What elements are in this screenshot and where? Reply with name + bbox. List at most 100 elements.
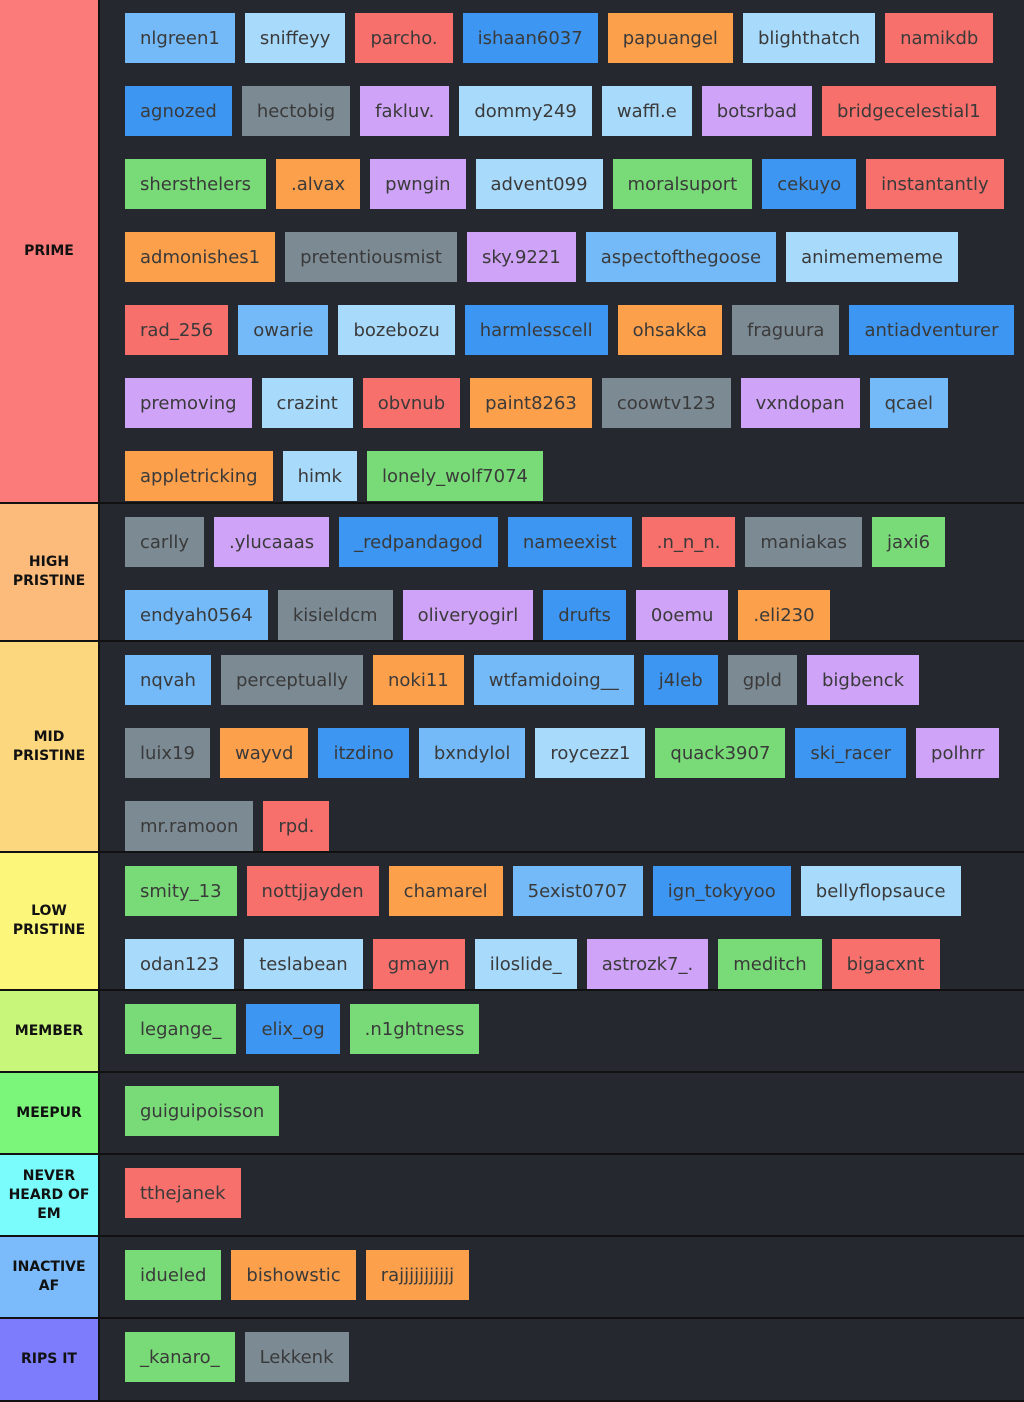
tier-item[interactable]: agnozed	[125, 86, 232, 136]
tier-item[interactable]: himk	[282, 451, 357, 501]
tier-item[interactable]: sniffeyy	[244, 13, 346, 63]
tier-item[interactable]: instantantly	[866, 159, 1004, 209]
tier-item[interactable]: nottjjayden	[246, 866, 379, 916]
tier-item[interactable]: .n_n_n.	[641, 517, 736, 567]
tier-item[interactable]: fraguura	[732, 305, 840, 355]
tier-item[interactable]: antiadventurer	[849, 305, 1014, 355]
tier-items-area[interactable]: nqvah perceptually noki11 wtfamidoing__ j4le…	[100, 642, 1024, 851]
tier-item[interactable]: .alvax	[276, 159, 361, 209]
tier-item[interactable]: ohsakka	[617, 305, 722, 355]
tier-item[interactable]: perceptually	[220, 655, 363, 705]
tier-item[interactable]: gpld	[727, 655, 797, 705]
tier-item[interactable]: aspectofthegoose	[585, 232, 777, 282]
tier-item[interactable]: bigbenck	[806, 655, 920, 705]
tier-items-area[interactable]: smity_13 nottjjayden chamarel 5exist0707 ign…	[100, 853, 1024, 989]
tier-label[interactable]: LOW PRISTINE	[0, 853, 100, 989]
tier-item[interactable]: bellyflopsauce	[800, 866, 961, 916]
tier-item[interactable]: pretentiousmist	[285, 232, 457, 282]
tier-item[interactable]: tthejanek	[125, 1168, 241, 1218]
tier-item[interactable]: kisieldcm	[277, 590, 393, 640]
tier-item[interactable]: blighthatch	[742, 13, 876, 63]
tier-item[interactable]: .n1ghtness	[349, 1004, 480, 1054]
tier-item[interactable]: bxndylol	[418, 728, 526, 778]
tier-item[interactable]: legange_	[125, 1004, 237, 1054]
tier-item[interactable]: cekuyo	[762, 159, 857, 209]
tier-item[interactable]: ski_racer	[795, 728, 907, 778]
tier-item[interactable]: maniakas	[745, 517, 862, 567]
tier-label[interactable]: RIPS IT	[0, 1319, 100, 1400]
tier-items-area[interactable]: guiguipoisson	[100, 1073, 1024, 1153]
tier-item[interactable]: vxndopan	[740, 378, 860, 428]
tier-item[interactable]: hectobig	[241, 86, 351, 136]
tier-item[interactable]: nlgreen1	[125, 13, 235, 63]
tier-item[interactable]: endyah0564	[125, 590, 268, 640]
tier-item[interactable]: oliveryogirl	[402, 590, 534, 640]
tier-items-area[interactable]: idueled bishowstic rajjjjjjjjjjj	[100, 1237, 1024, 1317]
tier-items-area[interactable]: nlgreen1 sniffeyy parcho. ishaan6037 papuang…	[100, 0, 1024, 502]
tier-item[interactable]: papuangel	[607, 13, 733, 63]
tier-item[interactable]: _redpandagod	[339, 517, 498, 567]
tier-item[interactable]: bishowstic	[231, 1250, 356, 1300]
tier-item[interactable]: j4leb	[643, 655, 718, 705]
tier-item[interactable]: meditch	[718, 939, 822, 989]
tier-item[interactable]: qcael	[869, 378, 949, 428]
tier-item[interactable]: admonishes1	[125, 232, 276, 282]
tier-item[interactable]: bridgecelestial1	[821, 86, 996, 136]
tier-item[interactable]: chamarel	[388, 866, 503, 916]
tier-label[interactable]: HIGH PRISTINE	[0, 504, 100, 640]
tier-item[interactable]: shersthelers	[125, 159, 267, 209]
tier-item[interactable]: moralsuport	[612, 159, 753, 209]
tier-label[interactable]: MID PRISTINE	[0, 642, 100, 851]
tier-item[interactable]: drufts	[543, 590, 626, 640]
tier-item[interactable]: jaxi6	[871, 517, 946, 567]
tier-item[interactable]: paint8263	[470, 378, 592, 428]
tier-item[interactable]: noki11	[373, 655, 464, 705]
tier-item[interactable]: animemememe	[786, 232, 958, 282]
tier-item[interactable]: wayvd	[219, 728, 309, 778]
tier-item[interactable]: luix19	[125, 728, 210, 778]
tier-items-area[interactable]: carlly .ylucaaas _redpandagod nameexist .n_n…	[100, 504, 1024, 640]
tier-item[interactable]: quack3907	[655, 728, 786, 778]
tier-item[interactable]: ishaan6037	[462, 13, 598, 63]
tier-item[interactable]: odan123	[125, 939, 235, 989]
tier-item[interactable]: crazint	[261, 378, 353, 428]
tier-item[interactable]: lonely_wolf7074	[366, 451, 543, 501]
tier-items-area[interactable]: legange_ elix_og .n1ghtness	[100, 991, 1024, 1071]
tier-item[interactable]: owarie	[238, 305, 329, 355]
tier-item[interactable]: parcho.	[355, 13, 453, 63]
tier-item[interactable]: carlly	[125, 517, 204, 567]
tier-item[interactable]: ign_tokyyoo	[652, 866, 791, 916]
tier-item[interactable]: _kanaro_	[125, 1332, 235, 1382]
tier-item[interactable]: itzdino	[318, 728, 409, 778]
tier-label[interactable]: INACTIVE AF	[0, 1237, 100, 1317]
tier-item[interactable]: mr.ramoon	[125, 801, 254, 851]
tier-item[interactable]: bigacxnt	[831, 939, 940, 989]
tier-label[interactable]: MEEPUR	[0, 1073, 100, 1153]
tier-item[interactable]: pwngin	[370, 159, 466, 209]
tier-items-area[interactable]: tthejanek	[100, 1155, 1024, 1235]
tier-label[interactable]: MEMBER	[0, 991, 100, 1071]
tier-item[interactable]: nqvah	[125, 655, 211, 705]
tier-item[interactable]: smity_13	[125, 866, 237, 916]
tier-item[interactable]: namikdb	[885, 13, 994, 63]
tier-item[interactable]: iloslide_	[474, 939, 577, 989]
tier-item[interactable]: .eli230	[738, 590, 830, 640]
tier-item[interactable]: botsrbad	[701, 86, 812, 136]
tier-item[interactable]: wtfamidoing__	[473, 655, 634, 705]
tier-item[interactable]: 0oemu	[635, 590, 729, 640]
tier-item[interactable]: sky.9221	[466, 232, 576, 282]
tier-item[interactable]: gmayn	[372, 939, 465, 989]
tier-label[interactable]: PRIME	[0, 0, 100, 502]
tier-item[interactable]: nameexist	[507, 517, 632, 567]
tier-item[interactable]: bozebozu	[338, 305, 455, 355]
tier-item[interactable]: coowtv123	[601, 378, 731, 428]
tier-item[interactable]: dommy249	[459, 86, 592, 136]
tier-label[interactable]: NEVER HEARD OF EM	[0, 1155, 100, 1235]
tier-item[interactable]: idueled	[125, 1250, 222, 1300]
tier-item[interactable]: guiguipoisson	[125, 1086, 280, 1136]
tier-item[interactable]: rpd.	[263, 801, 330, 851]
tier-item[interactable]: obvnub	[362, 378, 461, 428]
tier-item[interactable]: fakluv.	[360, 86, 450, 136]
tier-item[interactable]: .ylucaaas	[213, 517, 330, 567]
tier-item[interactable]: 5exist0707	[512, 866, 643, 916]
